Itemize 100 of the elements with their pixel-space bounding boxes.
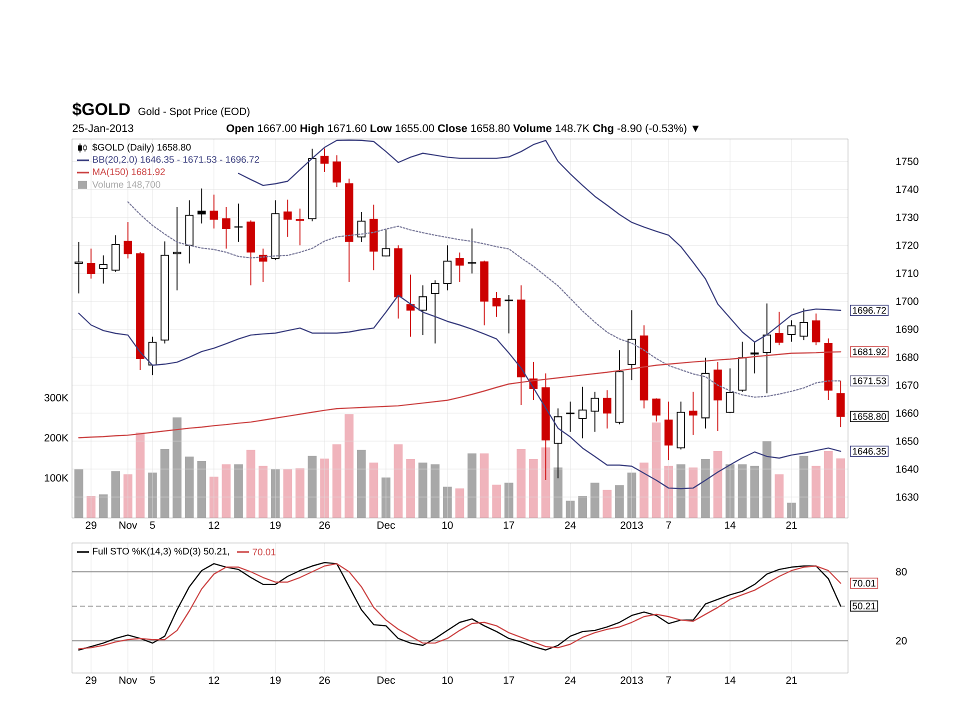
y2-tick-label: 200K — [44, 434, 68, 442]
x-tick-label: 29 — [86, 676, 96, 684]
x-tick-label: 14 — [725, 522, 736, 529]
candlestick — [504, 294, 513, 334]
x-tick-label: Nov — [119, 522, 138, 529]
x-tick-label: 7 — [666, 676, 671, 684]
y-tick-label: 1680 — [896, 353, 918, 361]
bar — [172, 417, 182, 518]
y-tick-label: 1720 — [896, 242, 918, 249]
candlestick — [468, 228, 476, 274]
y-tick-label: 1650 — [896, 437, 918, 445]
y-tick-label: 1700 — [896, 298, 918, 305]
bar — [492, 484, 501, 518]
bar — [430, 464, 440, 518]
candlestick — [284, 199, 292, 238]
y2-tick-label: 100K — [44, 474, 68, 482]
bar — [799, 456, 808, 518]
candlestick — [99, 254, 108, 284]
x-tick-label: Dec — [378, 522, 395, 529]
x-tick-label: 14 — [725, 676, 736, 684]
y2-tick-label: 300K — [44, 394, 68, 402]
x-tick-label: 21 — [786, 676, 797, 684]
bar — [615, 485, 624, 518]
bar — [774, 474, 784, 518]
y-tick-label: 1640 — [896, 465, 918, 473]
y-tick-label: 1670 — [896, 381, 918, 389]
bar — [824, 451, 833, 518]
bar — [468, 453, 476, 518]
candlestick — [332, 154, 341, 188]
bar — [308, 456, 317, 518]
candlestick — [689, 391, 698, 436]
data-label: 70.01 — [852, 580, 876, 587]
candlestick — [430, 280, 440, 344]
chart-title: $GOLD — [72, 102, 130, 116]
bar — [578, 496, 588, 518]
bar — [222, 464, 231, 518]
bar — [197, 461, 206, 518]
candlestick — [775, 311, 784, 346]
bar — [270, 469, 280, 518]
candlestick — [590, 391, 600, 432]
x-tick-label: 2013 — [620, 522, 643, 529]
x-tick-label: 10 — [442, 676, 453, 684]
y-tick-label: 1690 — [896, 326, 918, 333]
candlestick — [750, 341, 759, 374]
x-tick-label: 2013 — [620, 676, 643, 684]
y-tick-label: 1630 — [896, 493, 918, 501]
text: 25-Jan-2013 — [72, 124, 134, 132]
bar — [160, 449, 170, 518]
bar — [480, 453, 489, 518]
bar — [184, 456, 194, 518]
bar — [541, 447, 550, 518]
y-tick-label: 1750 — [896, 158, 918, 166]
x-tick-label: Dec — [378, 676, 395, 684]
data-label: 1646.35 — [852, 448, 886, 455]
data-label: 1671.53 — [852, 378, 886, 384]
x-tick-label: 19 — [270, 522, 281, 529]
candlestick — [456, 252, 464, 282]
bar — [332, 444, 342, 518]
y-tick-label: 1660 — [896, 409, 918, 417]
candlestick — [222, 206, 230, 250]
x-tick-label: 10 — [442, 522, 453, 529]
candlestick — [443, 244, 452, 291]
bar — [406, 459, 415, 518]
legend-label: BB(20,2.0) 1646.35 - 1671.53 - 1696.72 — [92, 156, 260, 165]
x-tick-label: 24 — [565, 522, 576, 529]
bar — [258, 466, 268, 518]
legend-label: Full STO %K(14,3) %D(3) 50.21, — [92, 548, 229, 556]
x-tick-label: 17 — [504, 522, 514, 529]
bar — [713, 451, 722, 518]
x-tick-label: 12 — [208, 676, 220, 684]
bar — [296, 468, 304, 518]
bar — [701, 459, 710, 518]
bar — [640, 462, 648, 518]
candlestick — [124, 222, 132, 259]
y-tick-label: 80 — [896, 568, 907, 576]
candlestick — [296, 208, 304, 246]
candlestick — [86, 248, 96, 280]
candlestick — [320, 148, 329, 172]
data-label: 1681.92 — [852, 348, 886, 356]
bar — [344, 414, 354, 518]
candlestick — [198, 188, 206, 224]
candlestick — [652, 398, 660, 422]
bar — [394, 444, 403, 518]
bar — [652, 422, 661, 518]
bar — [762, 440, 772, 518]
candlestick — [603, 390, 612, 429]
text: 1658.80 — [852, 413, 886, 420]
bar — [836, 458, 846, 518]
candlestick — [382, 228, 390, 257]
bar — [442, 486, 452, 518]
x-tick-label: 24 — [565, 676, 576, 684]
data-label: 1696.72 — [852, 307, 886, 314]
candlestick — [357, 212, 366, 242]
bar — [590, 482, 600, 518]
candlestick — [578, 386, 587, 439]
candlestick — [787, 320, 796, 342]
bar — [98, 494, 108, 518]
x-tick-label: 17 — [504, 676, 514, 684]
bar — [111, 471, 120, 518]
bar — [246, 450, 256, 518]
